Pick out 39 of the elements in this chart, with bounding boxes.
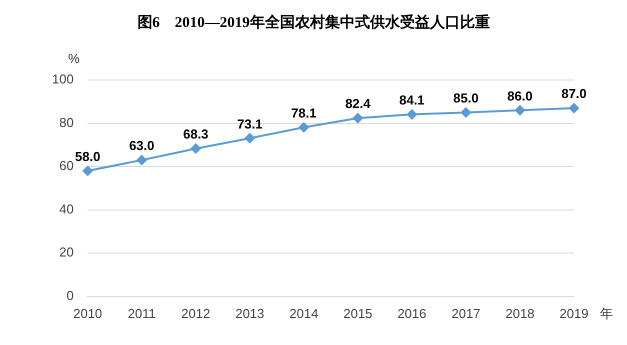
text: 84.1 bbox=[399, 92, 425, 108]
y-tick-label: 60 bbox=[59, 158, 74, 174]
point bbox=[569, 103, 579, 114]
text: 78.1 bbox=[291, 105, 316, 120]
x-tick-label: 2015 bbox=[343, 306, 372, 321]
x-tick-label: 2018 bbox=[506, 306, 534, 321]
point bbox=[190, 144, 201, 154]
point bbox=[460, 107, 471, 118]
x-tick-label: 2017 bbox=[451, 306, 480, 321]
chart-title: 图6 2010—2019年全国农村集中式供水受益人口比重 bbox=[136, 13, 491, 33]
x-tick-label: 2011 bbox=[128, 306, 156, 321]
y-tick-label: 0 bbox=[66, 288, 74, 303]
y-axis-title: % bbox=[68, 51, 80, 66]
point bbox=[514, 105, 525, 116]
text: 82.4 bbox=[345, 96, 371, 112]
text: 73.1 bbox=[237, 116, 262, 132]
point bbox=[136, 155, 147, 166]
point bbox=[352, 113, 363, 124]
x-tick-label: 2014 bbox=[289, 306, 318, 321]
text: 85.0 bbox=[453, 90, 479, 106]
point bbox=[406, 109, 417, 120]
text: 58.0 bbox=[75, 148, 100, 164]
y-tick-label: 40 bbox=[59, 201, 74, 216]
text: 68.3 bbox=[183, 126, 208, 142]
point bbox=[298, 122, 309, 132]
y-tick-label: 80 bbox=[59, 114, 74, 130]
x-tick-label: 2010 bbox=[73, 306, 102, 321]
text: 87.0 bbox=[561, 86, 587, 102]
x-axis-title: 年 bbox=[600, 306, 613, 321]
x-tick-label: 2016 bbox=[397, 306, 426, 321]
text: 63.0 bbox=[129, 138, 154, 154]
point bbox=[244, 133, 255, 144]
y-tick-label: 20 bbox=[59, 244, 74, 260]
text: 86.0 bbox=[507, 88, 533, 104]
y-tick-label: 100 bbox=[52, 72, 74, 87]
x-tick-label: 2012 bbox=[181, 306, 210, 321]
point bbox=[82, 166, 93, 176]
x-tick-label: 2013 bbox=[235, 306, 264, 321]
x-tick-label: 2019 bbox=[560, 306, 588, 321]
